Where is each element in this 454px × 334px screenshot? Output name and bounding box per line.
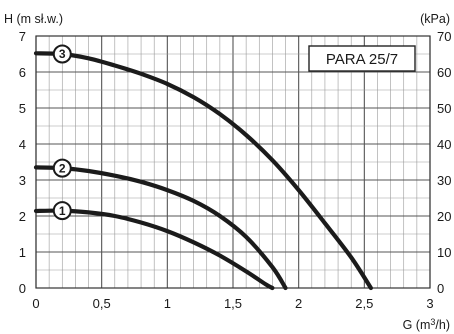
y-tick-label-left: 1 (19, 245, 26, 260)
x-tick-label: 0 (32, 296, 39, 311)
y-tick-label-left: 6 (19, 65, 26, 80)
curve-marker-1 (52, 201, 72, 221)
y-tick-label-left: 7 (19, 29, 26, 44)
x-tick-label: 1 (164, 296, 171, 311)
x-tick-label: 1,5 (224, 296, 242, 311)
y-tick-label-right: 30 (437, 173, 451, 188)
curve-marker-label-3: 3 (59, 47, 66, 61)
y-tick-label-left: 2 (19, 209, 26, 224)
y-tick-label-right: 10 (437, 245, 451, 260)
curve-marker-3 (52, 44, 72, 64)
y-tick-label-right: 20 (437, 209, 451, 224)
y-tick-label-left: 3 (19, 173, 26, 188)
y-tick-label-left: 0 (19, 281, 26, 296)
model-box-frame (308, 45, 416, 72)
x-axis-label: G (m3/h) (403, 317, 450, 332)
y-tick-label-left: 5 (19, 101, 26, 116)
y-tick-label-right: 0 (437, 281, 444, 296)
model-box: PARA 25/7 (308, 45, 416, 72)
model-title: PARA 25/7 (326, 51, 398, 68)
x-tick-label: 2 (295, 296, 302, 311)
series-curve-1 (33, 208, 275, 291)
y-tick-label-right: 70 (437, 29, 451, 44)
plot-frame (35, 35, 431, 289)
y-axis-right-label: (kPa) (420, 12, 450, 26)
series-curve-3 (33, 51, 373, 291)
series-curve-2 (33, 165, 288, 291)
y-axis-left-label: H (m sł.w.) (4, 12, 63, 26)
x-tick-label: 2,5 (355, 296, 373, 311)
curve-markers: 1 2 3 (52, 44, 72, 221)
y-tick-label-right: 50 (437, 101, 451, 116)
y-tick-label-right: 60 (437, 65, 451, 80)
curve-marker-2 (52, 158, 72, 178)
curve-marker-label-2: 2 (59, 161, 66, 175)
x-tick-label: 3 (426, 296, 433, 311)
x-tick-label: 0,5 (93, 296, 111, 311)
y-tick-label-left: 4 (19, 137, 26, 152)
curve-marker-label-1: 1 (59, 204, 66, 218)
x-axis-label-superscript: 3 (430, 317, 435, 327)
y-tick-label-right: 40 (437, 137, 451, 152)
curves (33, 51, 373, 291)
grid (35, 35, 431, 289)
